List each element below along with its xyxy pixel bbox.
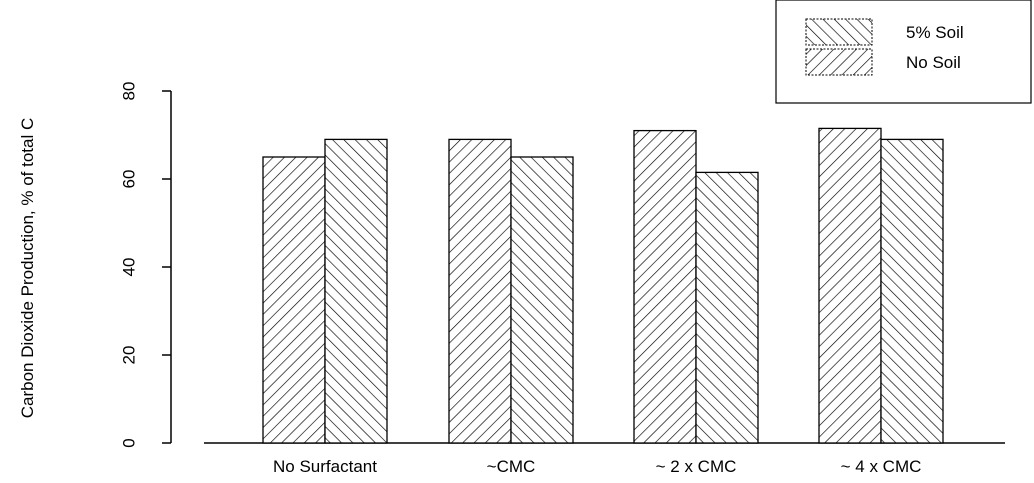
bar-no-soil-3 (818, 127, 882, 444)
legend-swatch (805, 18, 873, 46)
legend: 5% Soil No Soil (775, 0, 1032, 104)
bar-no-soil-2 (633, 129, 697, 444)
y-axis (162, 90, 172, 444)
y-tick-labels: 0 20 40 60 80 (119, 82, 138, 448)
y-tick-label: 60 (119, 170, 138, 189)
x-tick-labels: No Surfactant ~CMC ~ 2 x CMC ~ 4 x CMC (273, 457, 921, 476)
bar-5-soil-0 (324, 138, 388, 444)
y-tick-label: 40 (119, 258, 138, 277)
x-tick-label: ~ 4 x CMC (841, 457, 922, 476)
legend-box (775, 0, 1032, 104)
bar-no-soil-0 (262, 156, 326, 444)
bar-5-soil-3 (880, 138, 944, 444)
y-tick-label: 20 (119, 346, 138, 365)
bars (262, 127, 944, 444)
x-tick-label: ~CMC (487, 457, 536, 476)
x-tick-label: No Surfactant (273, 457, 377, 476)
legend-swatch (805, 48, 873, 76)
y-tick-label: 0 (119, 438, 138, 447)
y-axis-title: Carbon Dioxide Production, % of total C (18, 118, 37, 419)
bar-5-soil-1 (510, 156, 574, 444)
legend-label: No Soil (906, 53, 961, 72)
legend-label: 5% Soil (906, 23, 964, 42)
y-tick-label: 80 (119, 82, 138, 101)
bar-no-soil-1 (448, 138, 512, 444)
x-tick-label: ~ 2 x CMC (656, 457, 737, 476)
bar-5-soil-2 (695, 171, 759, 444)
